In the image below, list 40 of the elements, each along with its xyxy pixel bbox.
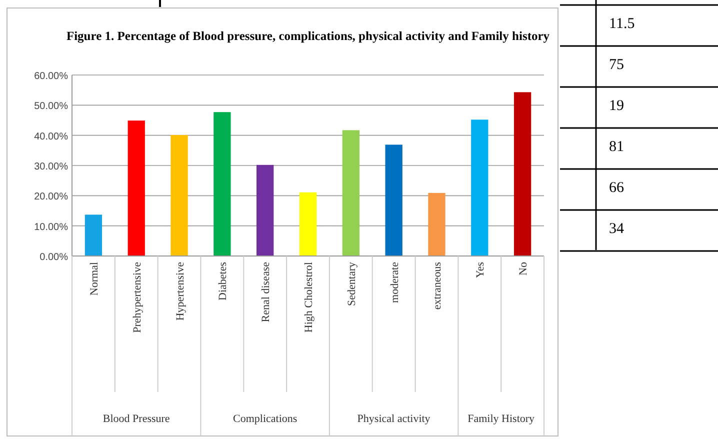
bar	[428, 192, 446, 256]
x-tick-label: Hypertensive	[174, 262, 186, 321]
y-tick-label: 30.00%	[34, 162, 68, 172]
x-tick-label: Diabetes	[217, 262, 230, 300]
text: Complications	[233, 413, 298, 425]
chart-title: Figure 1. Percentage of Blood pressure, complications, physical activity and Family history	[66, 29, 550, 43]
x-tick-label: extraneous	[432, 262, 444, 310]
text: 81	[609, 139, 624, 155]
x-tick-label: High Cholestrol	[303, 262, 315, 333]
bar	[170, 135, 188, 256]
bar	[471, 120, 488, 256]
bar	[84, 214, 102, 256]
x-tick-label: Sedentary	[346, 262, 358, 306]
y-tick-label: 10.00%	[34, 222, 68, 233]
bar	[514, 92, 532, 256]
text: 34	[609, 221, 624, 237]
x-tick-label: Prehypertensive	[131, 262, 144, 333]
text: 11.5	[609, 16, 635, 32]
bar	[299, 192, 317, 256]
text: 66	[609, 180, 624, 196]
x-tick-label: Yes	[474, 262, 487, 278]
text: Blood Pressure	[102, 413, 170, 425]
y-tick-label: 40.00%	[34, 131, 68, 142]
bar	[128, 120, 145, 256]
text: Family History	[468, 413, 536, 425]
text: 19	[609, 98, 624, 114]
y-tick-label: 0.00%	[40, 252, 68, 263]
x-tick-label: Renal disease	[260, 262, 272, 322]
bar	[214, 112, 231, 256]
x-tick-label: moderate	[388, 262, 401, 303]
bar	[256, 164, 274, 256]
y-tick-label: 60.00%	[34, 71, 68, 82]
text: 75	[609, 57, 624, 73]
x-tick-label: Normal	[88, 262, 100, 296]
bar	[342, 130, 360, 256]
y-tick-label: 20.00%	[34, 192, 68, 203]
x-tick-label: No	[518, 262, 530, 276]
text: Physical activity	[357, 413, 431, 425]
bar	[385, 144, 402, 256]
y-tick-label: 50.00%	[34, 101, 68, 112]
